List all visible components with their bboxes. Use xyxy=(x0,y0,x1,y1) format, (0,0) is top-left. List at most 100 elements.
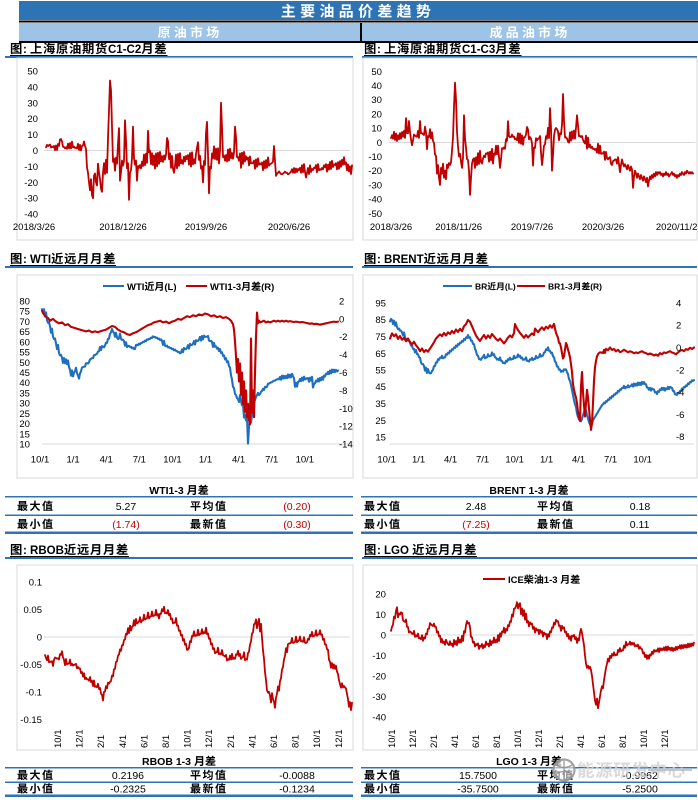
svg-text:: RBOB: : RBOB xyxy=(23,545,64,557)
svg-text:(7.25): (7.25) xyxy=(462,519,489,531)
svg-text:85: 85 xyxy=(375,315,386,326)
svg-text:2: 2 xyxy=(676,321,681,332)
svg-text:10/1: 10/1 xyxy=(31,455,50,466)
svg-text:50: 50 xyxy=(27,67,38,78)
svg-text:35: 35 xyxy=(375,399,386,410)
svg-text:25: 25 xyxy=(375,416,386,427)
svg-text:C1-C2: C1-C2 xyxy=(108,44,141,56)
svg-text:20: 20 xyxy=(19,419,30,430)
svg-text:12/1: 12/1 xyxy=(660,730,671,749)
svg-text:4/1: 4/1 xyxy=(100,455,113,466)
svg-text:-0.0088: -0.0088 xyxy=(279,770,315,782)
svg-text:-30: -30 xyxy=(24,194,38,205)
svg-text:(0.30): (0.30) xyxy=(283,519,310,531)
svg-text:-40: -40 xyxy=(24,210,38,221)
svg-text:(1.74): (1.74) xyxy=(112,519,139,531)
svg-text:-4: -4 xyxy=(676,388,684,399)
svg-text:-4: -4 xyxy=(339,350,347,361)
svg-text:25: 25 xyxy=(19,409,30,420)
svg-text:10: 10 xyxy=(27,130,38,141)
svg-text:2018/3/26: 2018/3/26 xyxy=(13,222,55,233)
svg-text:15: 15 xyxy=(375,433,386,444)
svg-text:12/1: 12/1 xyxy=(204,730,215,749)
svg-text:10/1: 10/1 xyxy=(505,455,524,466)
svg-text:1/1: 1/1 xyxy=(67,455,80,466)
svg-text:15: 15 xyxy=(19,429,30,440)
svg-text:10: 10 xyxy=(371,124,382,135)
svg-text:ICE: ICE xyxy=(508,575,524,586)
svg-text:0.2196: 0.2196 xyxy=(112,770,144,782)
svg-text:4/1: 4/1 xyxy=(118,735,129,748)
svg-text:40: 40 xyxy=(19,378,30,389)
svg-text:1/1: 1/1 xyxy=(540,455,553,466)
svg-text:-30: -30 xyxy=(368,180,382,191)
svg-text:2020/11/2: 2020/11/2 xyxy=(656,222,698,233)
svg-text:(L): (L) xyxy=(164,282,176,293)
svg-text:15.7500: 15.7500 xyxy=(459,770,497,782)
svg-text:-8: -8 xyxy=(339,386,347,397)
svg-text:1/1: 1/1 xyxy=(412,455,425,466)
svg-text:C1-C3: C1-C3 xyxy=(462,44,495,56)
svg-text:BRENT 1-3: BRENT 1-3 xyxy=(489,485,543,497)
svg-text:0: 0 xyxy=(339,314,344,325)
svg-text:12/1: 12/1 xyxy=(334,730,345,749)
svg-text:65: 65 xyxy=(19,327,30,338)
svg-text:20: 20 xyxy=(371,109,382,120)
svg-text:BR1-3: BR1-3 xyxy=(548,282,573,292)
svg-text:55: 55 xyxy=(19,348,30,359)
svg-text:0: 0 xyxy=(381,631,386,642)
svg-text:-35.7500: -35.7500 xyxy=(457,784,499,796)
svg-text:7/1: 7/1 xyxy=(476,455,489,466)
svg-text:12/1: 12/1 xyxy=(534,730,545,749)
svg-text:4: 4 xyxy=(676,299,681,310)
svg-text:4/1: 4/1 xyxy=(247,735,258,748)
svg-text:30: 30 xyxy=(371,95,382,106)
svg-text:6/1: 6/1 xyxy=(139,735,150,748)
svg-text:20: 20 xyxy=(27,114,38,125)
svg-text:1-3: 1-3 xyxy=(544,575,558,586)
svg-text:-30: -30 xyxy=(372,692,386,703)
svg-text:7/1: 7/1 xyxy=(133,455,146,466)
svg-text:6/1: 6/1 xyxy=(471,735,482,748)
svg-text:-20: -20 xyxy=(24,178,38,189)
svg-text::: : xyxy=(23,44,27,56)
svg-text:(L): (L) xyxy=(505,282,516,292)
svg-text:10/1: 10/1 xyxy=(633,455,652,466)
svg-text:2018/3/26: 2018/3/26 xyxy=(370,222,412,233)
svg-text:0.05: 0.05 xyxy=(24,605,43,616)
svg-text:7/1: 7/1 xyxy=(265,455,278,466)
svg-text:55: 55 xyxy=(375,366,386,377)
svg-text:4/1: 4/1 xyxy=(444,455,457,466)
svg-text:-0.2325: -0.2325 xyxy=(110,784,146,796)
svg-text:8/1: 8/1 xyxy=(492,735,503,748)
svg-text:-5.2500: -5.2500 xyxy=(622,784,658,796)
svg-text:-0.1234: -0.1234 xyxy=(279,784,315,796)
svg-text:0: 0 xyxy=(676,343,681,354)
svg-text:45: 45 xyxy=(375,382,386,393)
svg-text:2/1: 2/1 xyxy=(96,735,107,748)
svg-text:WTI1-3: WTI1-3 xyxy=(149,485,184,497)
svg-text:8/1: 8/1 xyxy=(161,735,172,748)
svg-text:60: 60 xyxy=(19,337,30,348)
svg-text:10/1: 10/1 xyxy=(296,455,315,466)
svg-text:-20: -20 xyxy=(372,672,386,683)
svg-text:2: 2 xyxy=(339,297,344,308)
svg-text:-0.1: -0.1 xyxy=(26,688,42,699)
svg-text:30: 30 xyxy=(19,399,30,410)
svg-text:4/1: 4/1 xyxy=(572,455,585,466)
svg-text:12/1: 12/1 xyxy=(75,730,86,749)
svg-text:2/1: 2/1 xyxy=(226,735,237,748)
svg-text:-6: -6 xyxy=(339,368,347,379)
svg-text:-0.15: -0.15 xyxy=(20,715,42,726)
svg-text:RBOB 1-3: RBOB 1-3 xyxy=(142,756,191,768)
svg-text:40: 40 xyxy=(371,81,382,92)
svg-text:WTI: WTI xyxy=(127,282,144,293)
svg-text:-2: -2 xyxy=(676,365,684,376)
svg-text:2018/11/26: 2018/11/26 xyxy=(435,222,482,233)
svg-text:-10: -10 xyxy=(368,152,382,163)
svg-text:(R): (R) xyxy=(261,282,274,293)
svg-text:10: 10 xyxy=(375,610,386,621)
svg-text:12/1: 12/1 xyxy=(408,730,419,749)
svg-text:50: 50 xyxy=(371,67,382,78)
svg-text:75: 75 xyxy=(375,332,386,343)
